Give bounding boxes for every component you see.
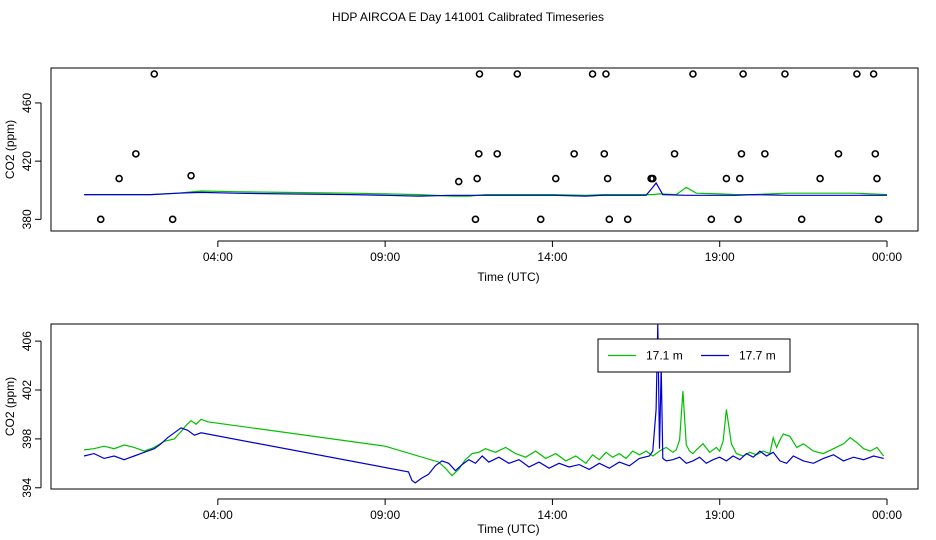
data-point [473,174,481,183]
x-tick-label: 14:00 [537,250,567,264]
series-line-17-7-m [83,324,884,484]
plot-area [84,181,888,197]
x-tick-label: 04:00 [203,508,233,522]
y-axis-label: CO2 (ppm) [3,377,17,436]
plot-frame [50,67,919,232]
x-tick-label: 09:00 [370,250,400,264]
x-axis-label: Time (UTC) [477,522,539,536]
data-point [187,171,195,180]
x-tick-label: 09:00 [370,508,400,522]
data-point [735,174,744,183]
panel-1: 04:00 09:00 14:00 19:00 00:00 Time (UTC) 380 42… [3,67,919,284]
data-point [96,215,105,224]
y-tick-label: 406 [20,331,34,351]
data-point [475,150,483,158]
data-point [737,150,746,158]
data-point [871,150,880,158]
data-point [536,215,545,224]
data-point [834,150,843,158]
series-line-17-7-m [84,181,887,197]
plot-area [83,324,885,484]
x-axis-label: Time (UTC) [477,270,539,284]
plot-frame [50,323,919,490]
data-point [132,150,140,158]
x-tick-label: 04:00 [203,250,233,264]
series-line-17-1-m [83,391,885,477]
data-point [670,150,679,158]
y-tick-label: 460 [20,93,34,113]
data-point [150,70,159,78]
data-point [602,70,610,78]
data-point [722,174,731,183]
data-point [873,174,881,183]
data-point [761,150,769,158]
x-tick-label: 14:00 [537,508,567,522]
data-point [605,215,614,224]
data-point [797,215,806,224]
x-tick-label: 00:00 [872,508,902,522]
y-tick-label: 402 [20,380,34,400]
data-point [471,215,480,224]
data-point [874,215,883,224]
data-point [707,215,716,224]
legend: 17.1 m 17.7 m [597,338,791,373]
data-point [570,150,578,158]
legend-label: 17.1 m [646,349,683,363]
x-tick-label: 19:00 [705,250,735,264]
data-point [513,70,522,78]
y-tick-label: 398 [20,429,34,449]
y-tick-label: 420 [20,151,34,171]
data-point [816,174,824,183]
y-tick-label: 394 [20,477,34,497]
data-point [551,174,560,183]
data-point [493,150,502,158]
panel-2: 04:00 09:00 14:00 19:00 00:00 Time (UTC) 394 39… [3,323,919,536]
data-point [168,215,177,224]
y-axis-label: CO2 (ppm) [3,120,17,179]
y-tick-label: 380 [20,209,34,229]
data-point [739,70,747,78]
legend-label: 17.7 m [739,349,776,363]
data-point [603,174,612,183]
x-tick-label: 19:00 [705,508,735,522]
data-point [588,70,597,78]
data-point [781,70,789,78]
data-point [869,70,878,78]
data-point [454,177,463,186]
data-point [734,215,742,224]
data-point [648,174,657,183]
data-point [689,70,697,78]
data-point [115,174,123,183]
data-point [600,150,609,158]
data-point [475,70,484,78]
data-point [853,70,861,78]
data-point [623,215,632,224]
x-tick-label: 00:00 [872,250,902,264]
chart-title: HDP AIRCOA E Day 141001 Calibrated Times… [332,10,604,24]
